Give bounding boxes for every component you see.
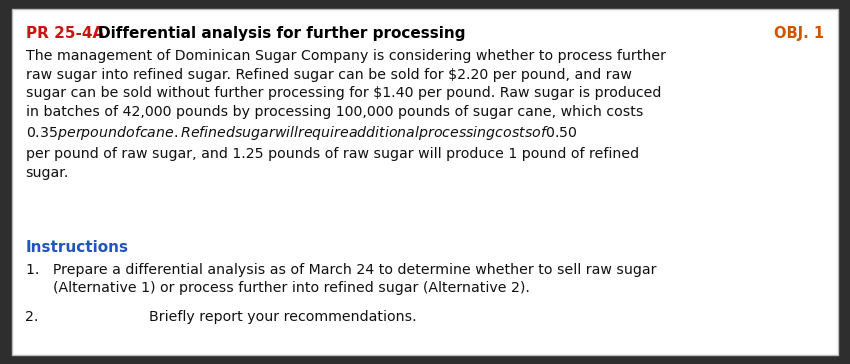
Text: Instructions: Instructions	[26, 240, 128, 255]
Text: OBJ. 1: OBJ. 1	[774, 26, 824, 41]
Text: 2.: 2.	[26, 310, 39, 324]
Text: The management of Dominican Sugar Company is considering whether to process furt: The management of Dominican Sugar Compan…	[26, 49, 666, 180]
Text: Differential analysis for further processing: Differential analysis for further proces…	[98, 26, 465, 41]
Bar	[54, 44, 58, 68]
Text: 1.   Prepare a differential analysis as of March 24 to determine whether to sell: 1. Prepare a differential analysis as of…	[26, 263, 656, 296]
Polygon shape	[106, 44, 118, 68]
Bar	[55, 44, 106, 68]
Text: PR 25-4A: PR 25-4A	[26, 26, 104, 41]
Text: Briefly report your recommendations.: Briefly report your recommendations.	[149, 310, 416, 324]
Bar	[59, 53, 103, 59]
Bar	[51, 48, 55, 64]
